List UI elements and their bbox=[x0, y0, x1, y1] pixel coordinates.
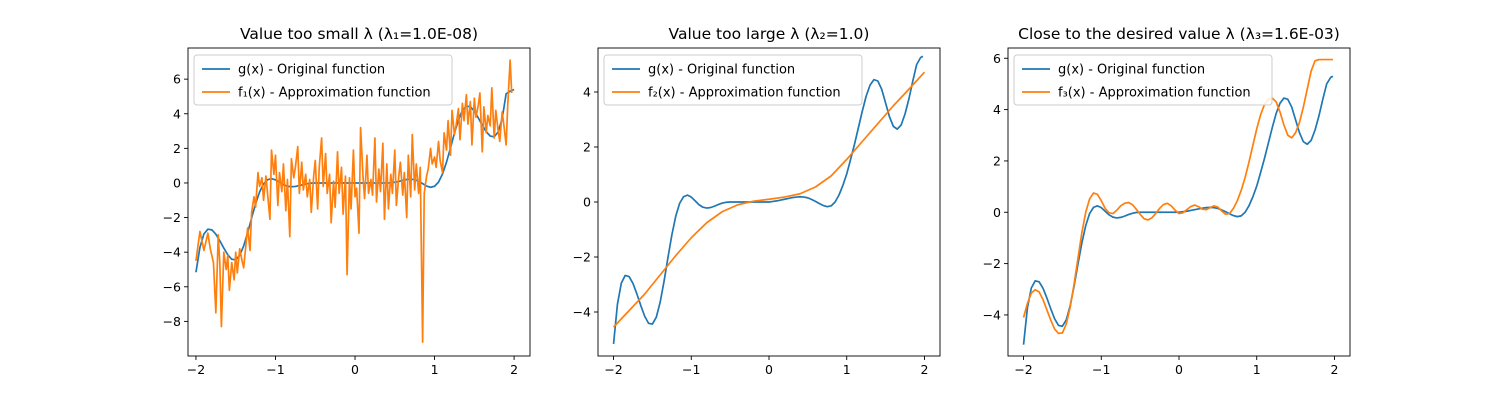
x-tick-label: 0 bbox=[765, 362, 773, 377]
y-tick-label: 4 bbox=[583, 85, 591, 100]
plot-frame bbox=[187, 47, 531, 357]
x-tick-label: −1 bbox=[682, 362, 700, 377]
y-tick-label: 6 bbox=[993, 51, 1001, 66]
legend-box bbox=[1013, 54, 1273, 106]
legend-box bbox=[603, 54, 863, 106]
chart-title: Value too large λ (λ₂=1.0) bbox=[669, 25, 870, 43]
x-tick-label: −2 bbox=[604, 362, 622, 377]
legend-entry: f₂(x) - Approximation function bbox=[648, 86, 841, 101]
y-tick-label: 4 bbox=[173, 106, 181, 121]
series-line-approximation bbox=[1022, 58, 1333, 335]
x-tick-label: −1 bbox=[266, 362, 284, 377]
series-line-approximation bbox=[195, 59, 513, 344]
legend-entry: g(x) - Original function bbox=[238, 63, 385, 78]
series-line-approximation bbox=[612, 71, 926, 328]
y-tick-label: −2 bbox=[573, 250, 591, 265]
x-tick-label: 2 bbox=[1330, 362, 1338, 377]
legend: g(x) - Original function f₂(x) - Approxim… bbox=[603, 54, 863, 106]
legend-box bbox=[193, 54, 453, 106]
y-tick-label: −2 bbox=[163, 210, 181, 225]
y-tick-label: −2 bbox=[983, 256, 1001, 271]
chart-panel-3: Close to the desired value λ (λ₃=1.6E-03… bbox=[983, 25, 1351, 377]
legend: g(x) - Original function f₃(x) - Approxim… bbox=[1013, 54, 1273, 106]
x-tick-label: 1 bbox=[843, 362, 851, 377]
legend-entry: f₁(x) - Approximation function bbox=[238, 86, 431, 101]
y-tick-label: −4 bbox=[163, 245, 181, 260]
y-tick-label: 4 bbox=[993, 102, 1001, 117]
x-tick-label: 0 bbox=[1175, 362, 1183, 377]
y-tick-label: −6 bbox=[163, 279, 181, 294]
y-tick-label: 2 bbox=[173, 141, 181, 156]
y-tick-label: −4 bbox=[573, 305, 591, 320]
x-tick-label: −1 bbox=[1092, 362, 1110, 377]
y-tick-label: 2 bbox=[993, 153, 1001, 168]
x-tick-label: 2 bbox=[920, 362, 928, 377]
y-tick-label: −4 bbox=[983, 307, 1001, 322]
x-tick-label: 1 bbox=[431, 362, 439, 377]
legend-entry: f₃(x) - Approximation function bbox=[1058, 86, 1251, 101]
legend-entry: g(x) - Original function bbox=[1058, 63, 1205, 78]
chart-panel-1: Value too small λ (λ₁=1.0E-08) −2 −1 0 1 2 −8 −… bbox=[163, 25, 531, 377]
series-line-original bbox=[612, 55, 924, 344]
chart-title: Value too small λ (λ₁=1.0E-08) bbox=[240, 25, 478, 43]
x-tick-label: −2 bbox=[187, 362, 205, 377]
y-tick-label: 0 bbox=[583, 195, 591, 210]
x-tick-label: 1 bbox=[1253, 362, 1261, 377]
chart-title: Close to the desired value λ (λ₃=1.6E-03… bbox=[1018, 25, 1340, 43]
y-tick-label: 6 bbox=[173, 72, 181, 87]
x-tick-label: 0 bbox=[351, 362, 359, 377]
y-tick-label: 0 bbox=[173, 175, 181, 190]
y-tick-label: −8 bbox=[163, 314, 181, 329]
legend: g(x) - Original function f₁(x) - Approxim… bbox=[193, 54, 453, 106]
legend-entry: g(x) - Original function bbox=[648, 63, 795, 78]
x-tick-label: 2 bbox=[510, 362, 518, 377]
y-tick-label: 0 bbox=[993, 205, 1001, 220]
chart-panel-2: Value too large λ (λ₂=1.0) −2 −1 0 1 2 −4 −2 0 2 4… bbox=[573, 25, 941, 377]
y-tick-label: 2 bbox=[583, 140, 591, 155]
x-tick-label: −2 bbox=[1014, 362, 1032, 377]
